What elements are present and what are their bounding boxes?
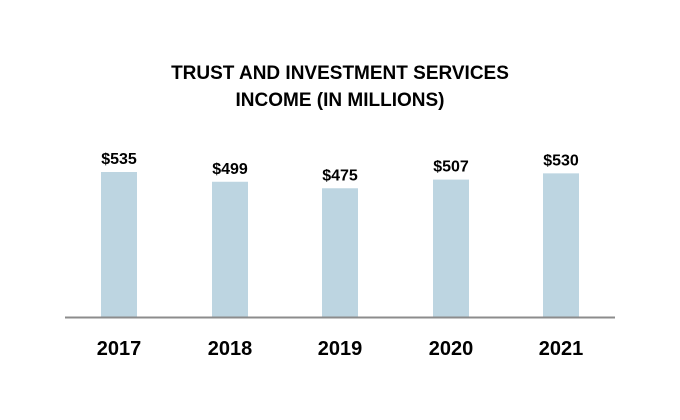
data-label-2021: $530 bbox=[543, 152, 579, 169]
data-label-2019: $475 bbox=[322, 167, 358, 184]
x-tick-label-2019: 2019 bbox=[318, 338, 363, 360]
x-tick-label-2020: 2020 bbox=[429, 338, 474, 360]
data-label-2018: $499 bbox=[212, 161, 248, 178]
bar-2017 bbox=[101, 172, 137, 317]
bar-2020 bbox=[433, 179, 469, 317]
data-label-2017: $535 bbox=[101, 151, 137, 168]
chart-title-block: TRUST AND INVESTMENT SERVICES INCOME (IN… bbox=[0, 60, 680, 114]
x-tick-label-2018: 2018 bbox=[208, 338, 253, 360]
chart-title: TRUST AND INVESTMENT SERVICES bbox=[171, 63, 509, 84]
x-tick-label-2017: 2017 bbox=[97, 338, 142, 360]
bar-2018 bbox=[212, 181, 248, 317]
bar-2019 bbox=[322, 188, 358, 317]
x-tick-label-2021: 2021 bbox=[539, 338, 584, 360]
bar-2021 bbox=[543, 173, 579, 317]
data-label-2020: $507 bbox=[433, 159, 469, 176]
chart-subtitle: INCOME (IN MILLIONS) bbox=[235, 90, 445, 111]
